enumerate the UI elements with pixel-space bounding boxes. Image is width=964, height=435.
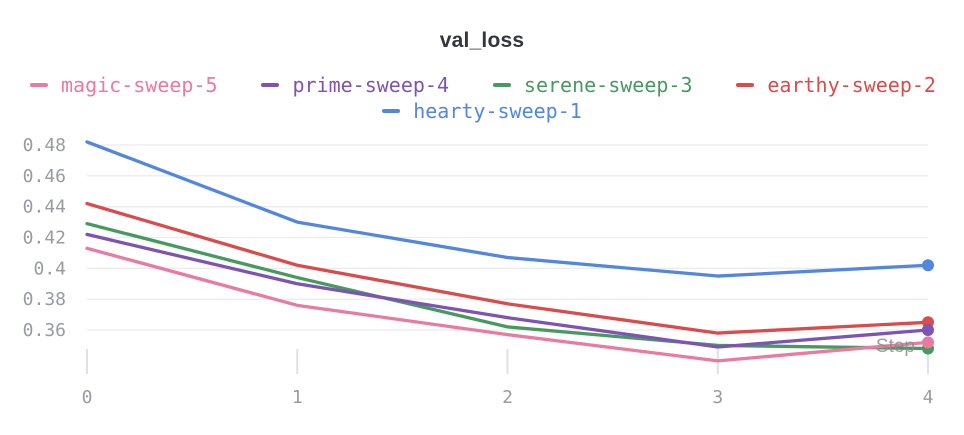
y-tick-label: 0.42 [23,227,66,248]
legend-swatch-icon [736,83,755,87]
legend: magic-sweep-5 prime-sweep-4 serene-sweep… [30,72,936,98]
legend-item-prime-sweep-4[interactable]: prime-sweep-4 [261,72,449,98]
legend-row-2: hearty-sweep-1 [0,98,964,124]
series-line-magic-sweep-5[interactable] [85,246,930,363]
x-tick-label: 2 [502,387,513,408]
legend-item-serene-sweep-3[interactable]: serene-sweep-3 [492,72,693,98]
legend-item-magic-sweep-5[interactable]: magic-sweep-5 [30,72,218,98]
series-line-earthy-sweep-2[interactable] [85,201,930,335]
x-tick-label: 1 [292,387,303,408]
legend-label: earthy-sweep-2 [767,73,936,97]
y-tick-label: 0.44 [23,197,66,218]
y-tick-label: 0.36 [23,320,66,341]
legend-label: magic-sweep-5 [61,73,218,97]
x-tick-label: 4 [923,387,934,408]
legend-label: hearty-sweep-1 [413,99,582,123]
series-lines [85,140,934,363]
legend-item-hearty-sweep-1[interactable]: hearty-sweep-1 [382,98,582,124]
y-axis-tick-labels: 0.48 0.46 0.44 0.42 0.4 0.38 0.36 [23,135,66,341]
y-tick-label: 0.46 [23,166,66,187]
series-line-hearty-sweep-1[interactable] [85,140,930,278]
x-tick-label: 3 [712,387,723,408]
chart-title: val_loss [439,29,525,52]
series-line-serene-sweep-3[interactable] [85,221,930,351]
series-endpoint-magic-sweep-5[interactable] [922,336,934,349]
legend-swatch-icon [30,83,48,87]
series-endpoint-hearty-sweep-1[interactable] [922,259,934,272]
y-tick-label: 0.48 [23,135,66,156]
series-line-prime-sweep-4[interactable] [85,232,930,349]
x-axis-label: Step [876,336,915,357]
legend-swatch-icon [382,109,401,113]
y-tick-label: 0.38 [23,289,66,310]
legend-item-earthy-sweep-2[interactable]: earthy-sweep-2 [736,72,936,98]
y-tick-label: 0.4 [33,258,66,279]
legend-swatch-icon [492,83,511,87]
series-endpoint-prime-sweep-4[interactable] [922,323,934,336]
x-tick-label: 0 [82,387,93,408]
x-axis-tick-labels: 0 1 2 3 4 [82,387,934,408]
y-gridlines [87,144,928,331]
legend-label: prime-sweep-4 [292,73,449,97]
legend-label: serene-sweep-3 [523,73,693,97]
legend-swatch-icon [261,83,280,87]
